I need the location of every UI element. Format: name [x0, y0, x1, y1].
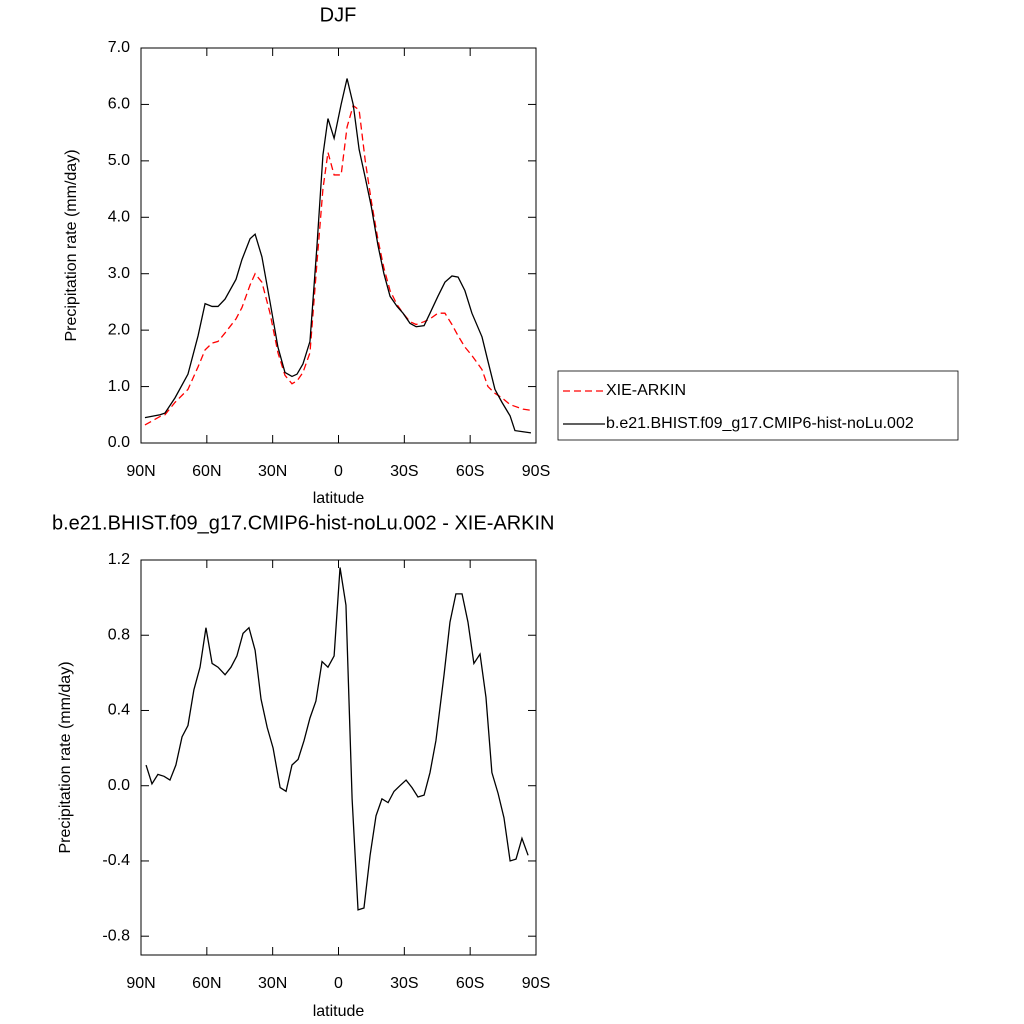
x-tick-label: 60S	[456, 463, 484, 480]
chart-title: DJF	[320, 4, 357, 26]
x-tick-label: 90S	[522, 975, 550, 992]
x-tick-label: 60N	[192, 975, 221, 992]
y-tick-label: -0.8	[102, 927, 130, 944]
y-tick-label: 3.0	[108, 265, 130, 282]
x-axis-label: latitude	[313, 1003, 365, 1020]
y-tick-label: 5.0	[108, 152, 130, 169]
plot-frame	[140, 47, 537, 444]
y-tick-label: 0.0	[108, 777, 130, 794]
data-line	[145, 567, 529, 911]
x-tick-label: 0	[334, 975, 343, 992]
y-tick-label: 1.2	[108, 551, 130, 568]
data-line	[144, 104, 532, 426]
x-tick-label: 30N	[258, 975, 287, 992]
y-tick-label: 7.0	[108, 39, 130, 56]
x-tick-label: 90N	[126, 463, 155, 480]
x-tick-label: 30S	[390, 975, 418, 992]
y-tick-label: 2.0	[108, 321, 130, 338]
x-tick-label: 60S	[456, 975, 484, 992]
legend-label: b.e21.BHIST.f09_g17.CMIP6-hist-noLu.002	[606, 415, 914, 432]
y-tick-label: 0.0	[108, 434, 130, 451]
y-tick-label: 0.8	[108, 626, 130, 643]
y-tick-label: 4.0	[108, 209, 130, 226]
x-tick-label: 0	[334, 463, 343, 480]
y-tick-label: 0.4	[108, 702, 130, 719]
x-tick-label: 30N	[258, 463, 287, 480]
x-tick-label: 60N	[192, 463, 221, 480]
data-line	[144, 78, 532, 434]
chart-title: b.e21.BHIST.f09_g17.CMIP6-hist-noLu.002 …	[52, 512, 554, 534]
plot-frame	[140, 559, 537, 956]
x-axis-label: latitude	[313, 490, 365, 507]
y-axis-label: Precipitation rate (mm/day)	[57, 661, 74, 853]
legend-box	[557, 370, 959, 441]
y-tick-label: -0.4	[102, 852, 130, 869]
x-tick-label: 30S	[390, 463, 418, 480]
y-tick-label: 1.0	[108, 378, 130, 395]
x-tick-label: 90N	[126, 975, 155, 992]
legend-label: XIE-ARKIN	[606, 382, 686, 399]
y-tick-label: 6.0	[108, 96, 130, 113]
x-tick-label: 90S	[522, 463, 550, 480]
y-axis-label: Precipitation rate (mm/day)	[63, 149, 80, 341]
